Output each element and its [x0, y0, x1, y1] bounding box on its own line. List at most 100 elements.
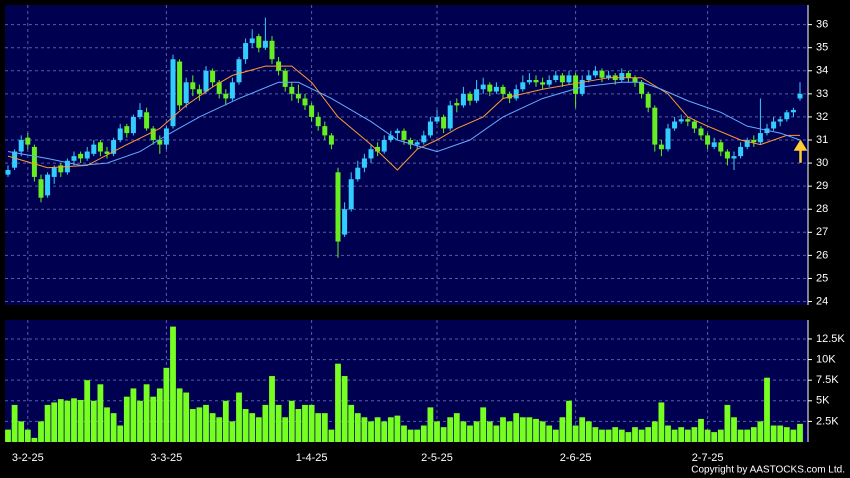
candle-body	[236, 59, 242, 83]
candle-body	[45, 174, 51, 196]
candle-body	[507, 93, 513, 99]
candle-body	[606, 75, 612, 78]
volume-bar	[170, 326, 176, 442]
volume-bar	[506, 421, 513, 442]
candle-body	[348, 179, 354, 210]
candle-body	[150, 128, 156, 140]
volume-bar	[308, 404, 315, 442]
y-tick-label: 2.5K	[816, 415, 839, 427]
candle-body	[553, 75, 559, 80]
moving-average-line	[7, 81, 801, 166]
volume-bar	[242, 409, 249, 442]
volume-bar	[480, 407, 487, 442]
candle-body	[256, 36, 262, 48]
candle-body	[163, 128, 169, 145]
candle-body	[784, 112, 790, 120]
candle-body	[137, 110, 143, 117]
copyright: Copyright by AASTOCKS.com Ltd.	[691, 465, 845, 476]
candle-body	[196, 89, 202, 94]
volume-bar	[711, 432, 718, 442]
y-tick-label: 29	[816, 180, 828, 192]
volume-bar	[519, 417, 526, 442]
volume-bar	[731, 417, 737, 442]
candle-body	[619, 73, 625, 80]
volume-bar	[262, 404, 269, 442]
candle-body	[474, 89, 480, 101]
volume-bar	[295, 409, 302, 442]
volume-bar	[137, 400, 143, 442]
candle-body	[493, 86, 499, 92]
candle-body	[632, 77, 638, 83]
candle-body	[573, 75, 579, 94]
volume-bar	[546, 425, 553, 442]
volume-bar	[348, 404, 355, 442]
volume-bar	[473, 421, 480, 442]
y-tick-label: 7.5K	[816, 374, 839, 386]
volume-bar	[513, 413, 520, 442]
volume-bar	[368, 421, 374, 442]
volume-bar	[84, 380, 91, 442]
volume-bar	[203, 404, 209, 442]
volume-bar	[282, 417, 289, 442]
candle-body	[262, 40, 268, 48]
volume-bar	[651, 421, 658, 442]
y-tick-label: 31	[816, 134, 828, 146]
candle-body	[144, 112, 150, 129]
volume-bar	[486, 421, 493, 442]
candle-body	[757, 133, 763, 143]
x-tick-label: 2-6-25	[560, 452, 592, 464]
volume-bar	[354, 413, 361, 442]
volume-bar	[143, 384, 150, 442]
candle-body	[203, 70, 209, 92]
volume-bar	[566, 400, 572, 442]
volume-bar	[275, 404, 282, 442]
candle-body	[540, 82, 546, 85]
y-tick-label: 33	[816, 88, 828, 100]
volume-bar	[51, 402, 58, 442]
volume-bar	[31, 437, 38, 442]
candle-body	[685, 119, 691, 122]
candle-body	[25, 137, 31, 145]
candle-body	[328, 135, 334, 145]
candle-body	[282, 70, 288, 87]
volume-bar	[552, 429, 559, 442]
candle-body	[645, 93, 651, 108]
candle-body	[434, 116, 440, 122]
volume-bar	[156, 388, 163, 442]
candle-body	[672, 121, 678, 129]
volume-bar	[44, 404, 51, 442]
candle-body	[599, 70, 605, 78]
volume-bar	[229, 421, 236, 442]
candle-body	[38, 179, 44, 198]
volume-bar	[658, 402, 665, 442]
y-tick-label: 28	[816, 203, 828, 215]
volume-bar	[110, 413, 117, 442]
candle-body	[243, 43, 249, 60]
candle-body	[170, 59, 176, 127]
volume-bar	[592, 427, 599, 442]
volume-bar	[460, 421, 467, 442]
volume-bar	[269, 376, 275, 442]
volume-bar	[770, 425, 777, 442]
volume-bar	[533, 418, 539, 442]
candle-body	[401, 130, 407, 140]
candle-body	[117, 128, 123, 140]
volume-bar	[420, 425, 427, 442]
candle-body	[375, 146, 381, 152]
volume-bar	[328, 429, 335, 442]
volume-bar	[90, 400, 97, 442]
volume-bar	[797, 423, 803, 442]
volume-bar	[744, 429, 751, 442]
candle-body	[229, 82, 235, 99]
candle-body	[223, 93, 229, 99]
volume-bar	[117, 425, 124, 442]
volume-bar	[104, 407, 110, 442]
y-tick-label: 34	[816, 65, 828, 77]
volume-bar	[599, 429, 605, 442]
volume-bar	[222, 400, 229, 442]
volume-bar	[500, 417, 506, 442]
y-tick-label: 24	[816, 295, 828, 307]
volume-bar	[665, 425, 671, 442]
candle-body	[51, 167, 57, 177]
